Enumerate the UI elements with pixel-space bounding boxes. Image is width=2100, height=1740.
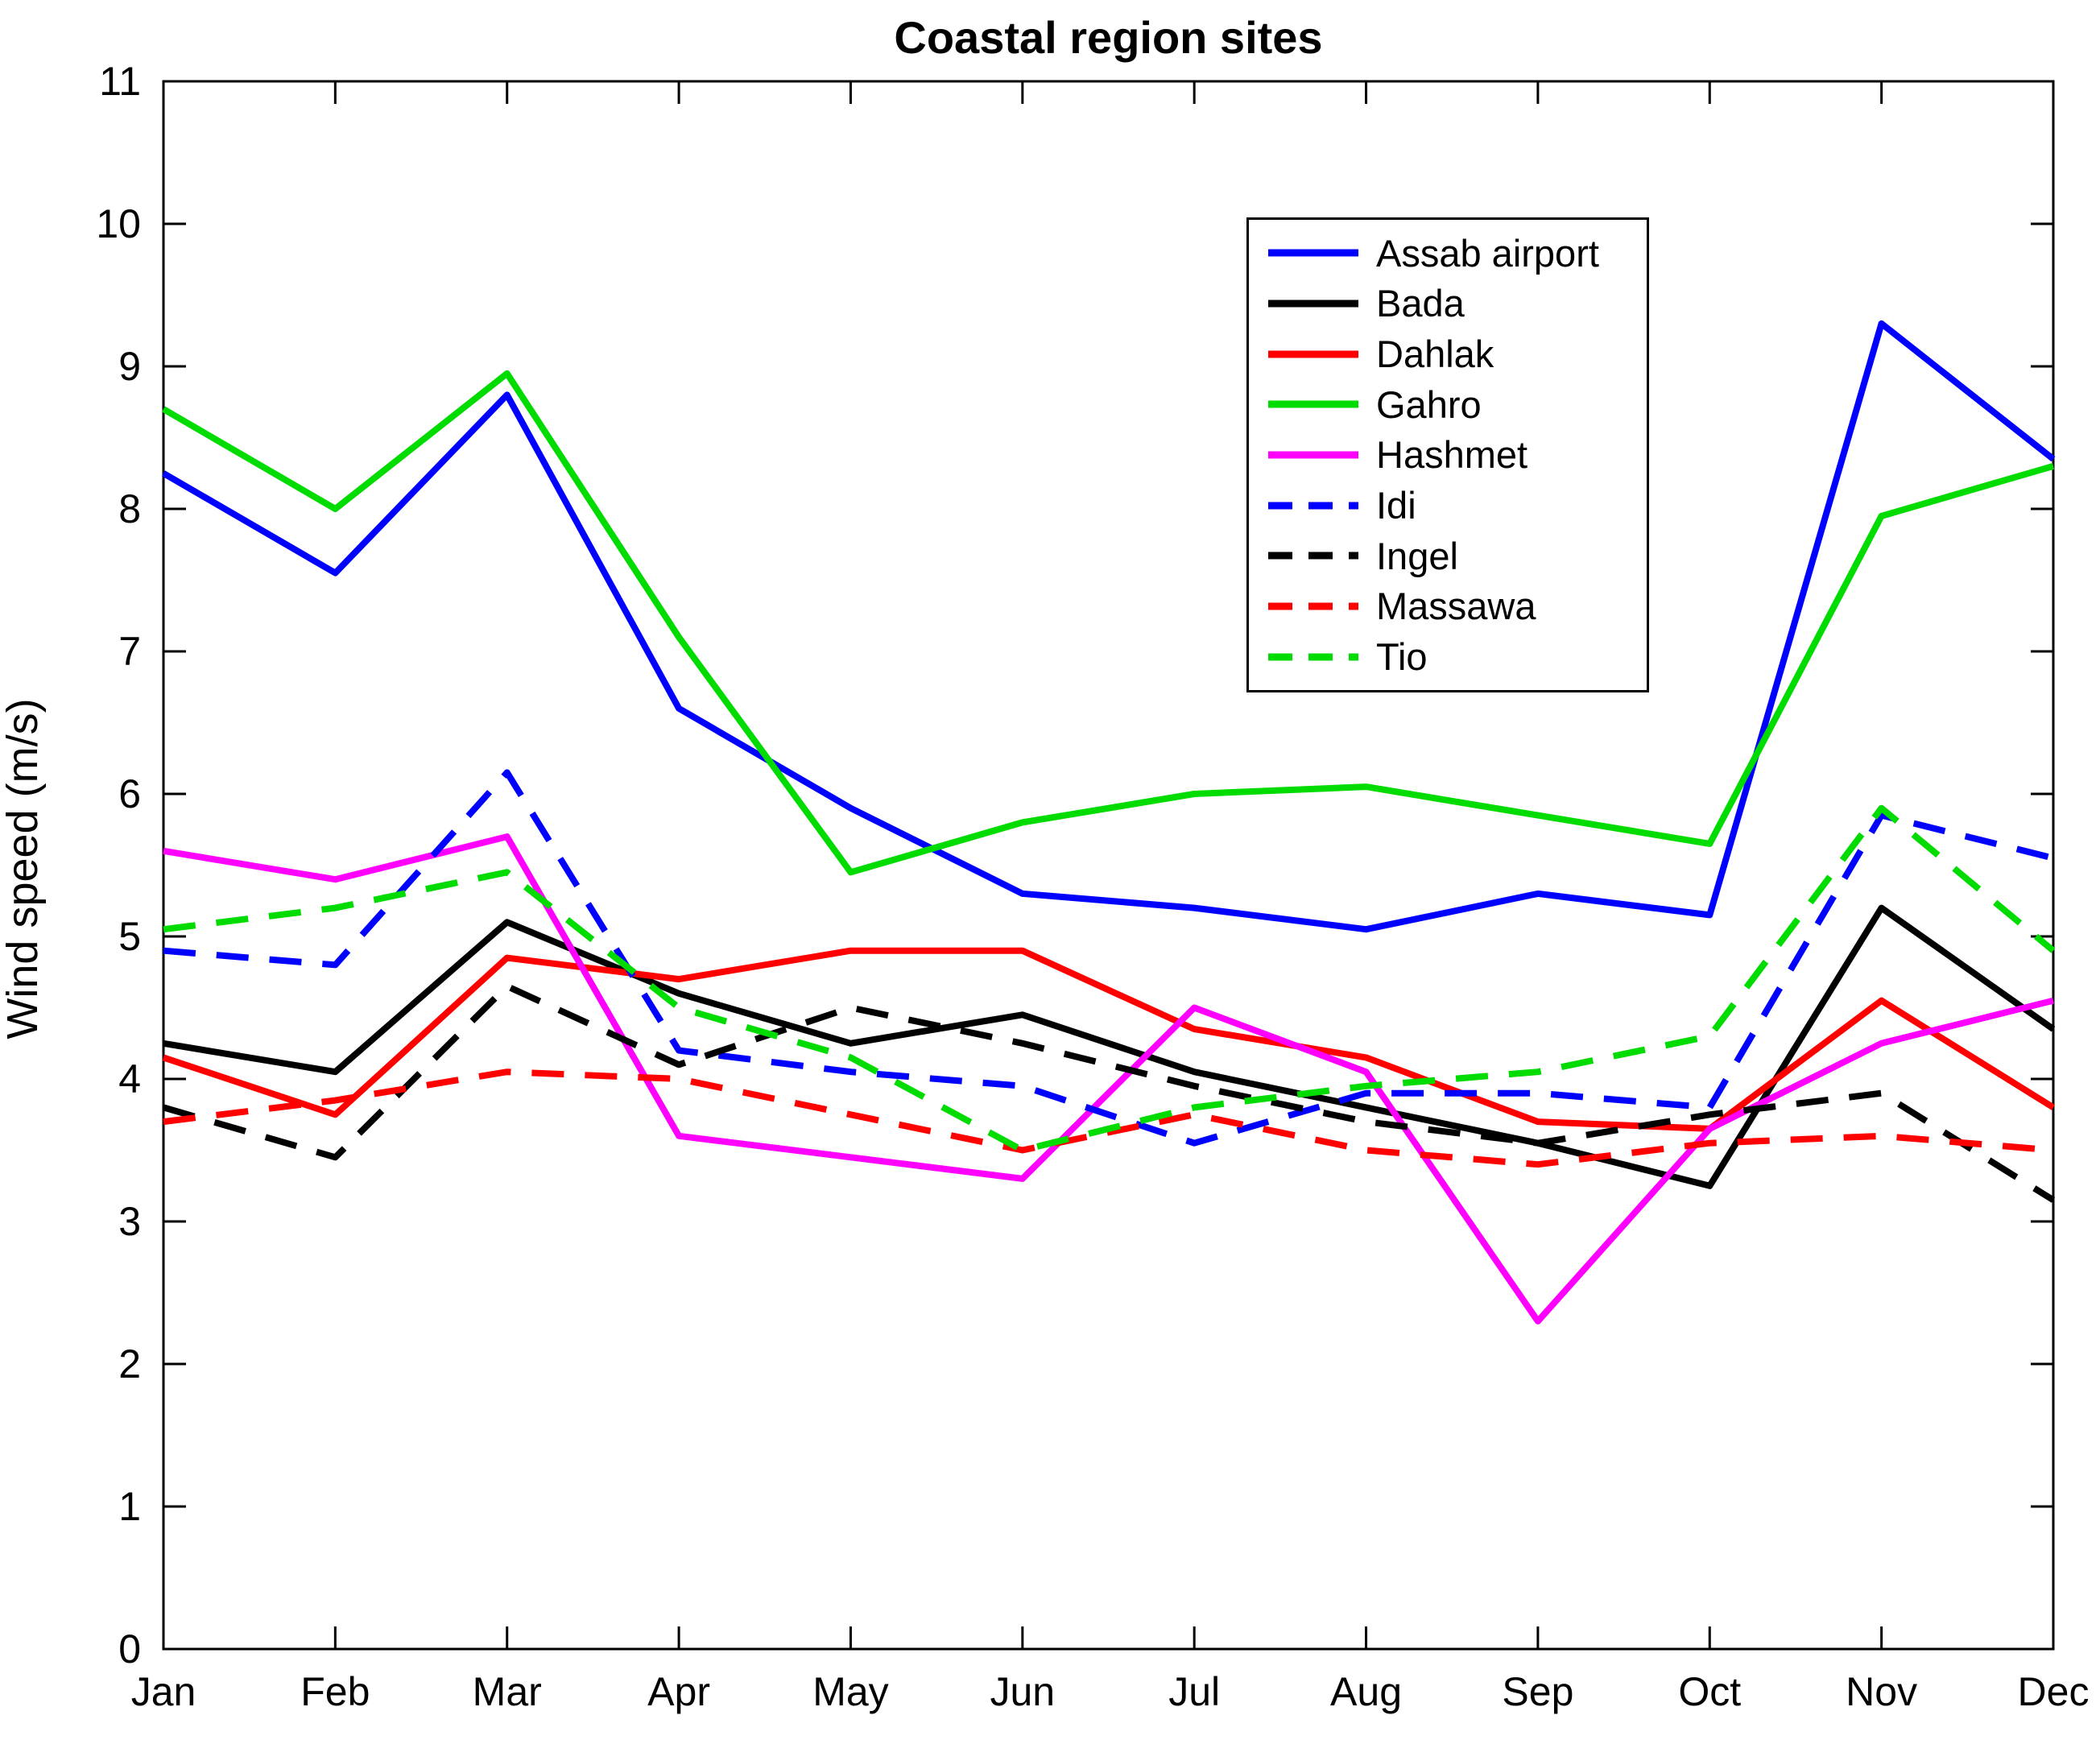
x-tick-label: Jul: [1168, 1669, 1220, 1714]
y-tick-label: 2: [118, 1341, 141, 1387]
x-tick-label: Dec: [2018, 1669, 2090, 1714]
legend-label: Massawa: [1376, 585, 1536, 628]
legend-line-sample: [1268, 350, 1358, 358]
legend-line-sample: [1268, 400, 1358, 408]
y-tick-label: 3: [118, 1199, 141, 1244]
legend-label: Idi: [1376, 484, 1416, 527]
x-tick-label: Apr: [647, 1669, 710, 1714]
legend-label: Dahlak: [1376, 333, 1494, 376]
legend-item-massawa: Massawa: [1268, 582, 1647, 630]
legend-item-hashmet: Hashmet: [1268, 431, 1647, 479]
legend-line-sample: [1268, 451, 1358, 459]
legend-box: Assab airport Bada Dahlak Gahro Hashmet Idi In…: [1246, 217, 1649, 692]
legend-line-sample: [1268, 602, 1358, 610]
y-tick-label: 1: [118, 1484, 141, 1529]
x-tick-label: Mar: [473, 1669, 542, 1714]
plot-line-massawa: [163, 1068, 2054, 1168]
legend-label: Ingel: [1376, 534, 1458, 577]
legend-line-sample: [1268, 502, 1358, 510]
plot-line-tio: [163, 804, 2056, 1154]
plot-line-idi: [163, 769, 2054, 1147]
legend-item-idi: Idi: [1268, 481, 1647, 530]
y-tick-label: 0: [118, 1626, 141, 1672]
y-tick-label: 4: [118, 1056, 141, 1101]
y-tick-label: 11: [99, 59, 141, 104]
plot-line-ingel: [162, 982, 2056, 1203]
x-tick-label: May: [812, 1669, 888, 1714]
y-tick-label: 10: [96, 201, 141, 246]
legend-item-dahlak: Dahlak: [1268, 330, 1647, 378]
plot-line-gahro: [161, 370, 2055, 876]
legend-label: Gahro: [1376, 382, 1482, 426]
x-tick-label: Feb: [300, 1669, 370, 1714]
y-tick-label: 5: [118, 914, 141, 959]
y-tick-label: 6: [118, 771, 141, 816]
legend-item-tio: Tio: [1268, 633, 1647, 681]
legend-item-ingel: Ingel: [1268, 531, 1647, 580]
y-tick-label: 7: [118, 629, 141, 674]
chart-title: Coastal region sites: [894, 12, 1323, 63]
x-tick-label: Aug: [1330, 1669, 1402, 1714]
x-tick-label: Nov: [1846, 1669, 1917, 1714]
legend-item-bada: Bada: [1268, 279, 1647, 328]
x-tick-label: Jun: [990, 1669, 1056, 1714]
legend-line-sample: [1268, 249, 1358, 257]
plot-line-hashmet: [163, 833, 2054, 1325]
x-tick-label: Sep: [1502, 1669, 1573, 1714]
legend-line-sample: [1268, 552, 1358, 560]
legend-line-sample: [1268, 300, 1358, 308]
axis-box: [162, 80, 2055, 1651]
legend-item-assab-airport: Assab airport: [1268, 229, 1647, 277]
legend-label: Assab airport: [1376, 231, 1599, 275]
y-tick-label: 8: [118, 486, 141, 531]
y-tick-label: 9: [118, 344, 141, 389]
legend-label: Bada: [1376, 282, 1465, 325]
legend-label: Hashmet: [1376, 433, 1528, 477]
plot-line-dahlak: [162, 947, 2056, 1132]
x-tick-label: Jan: [131, 1669, 196, 1714]
plot-line-assab-airport: [161, 320, 2056, 933]
x-tick-label: Oct: [1678, 1669, 1741, 1714]
legend-item-gahro: Gahro: [1268, 380, 1647, 428]
legend-line-sample: [1268, 653, 1358, 661]
legend-label: Tio: [1376, 635, 1428, 679]
